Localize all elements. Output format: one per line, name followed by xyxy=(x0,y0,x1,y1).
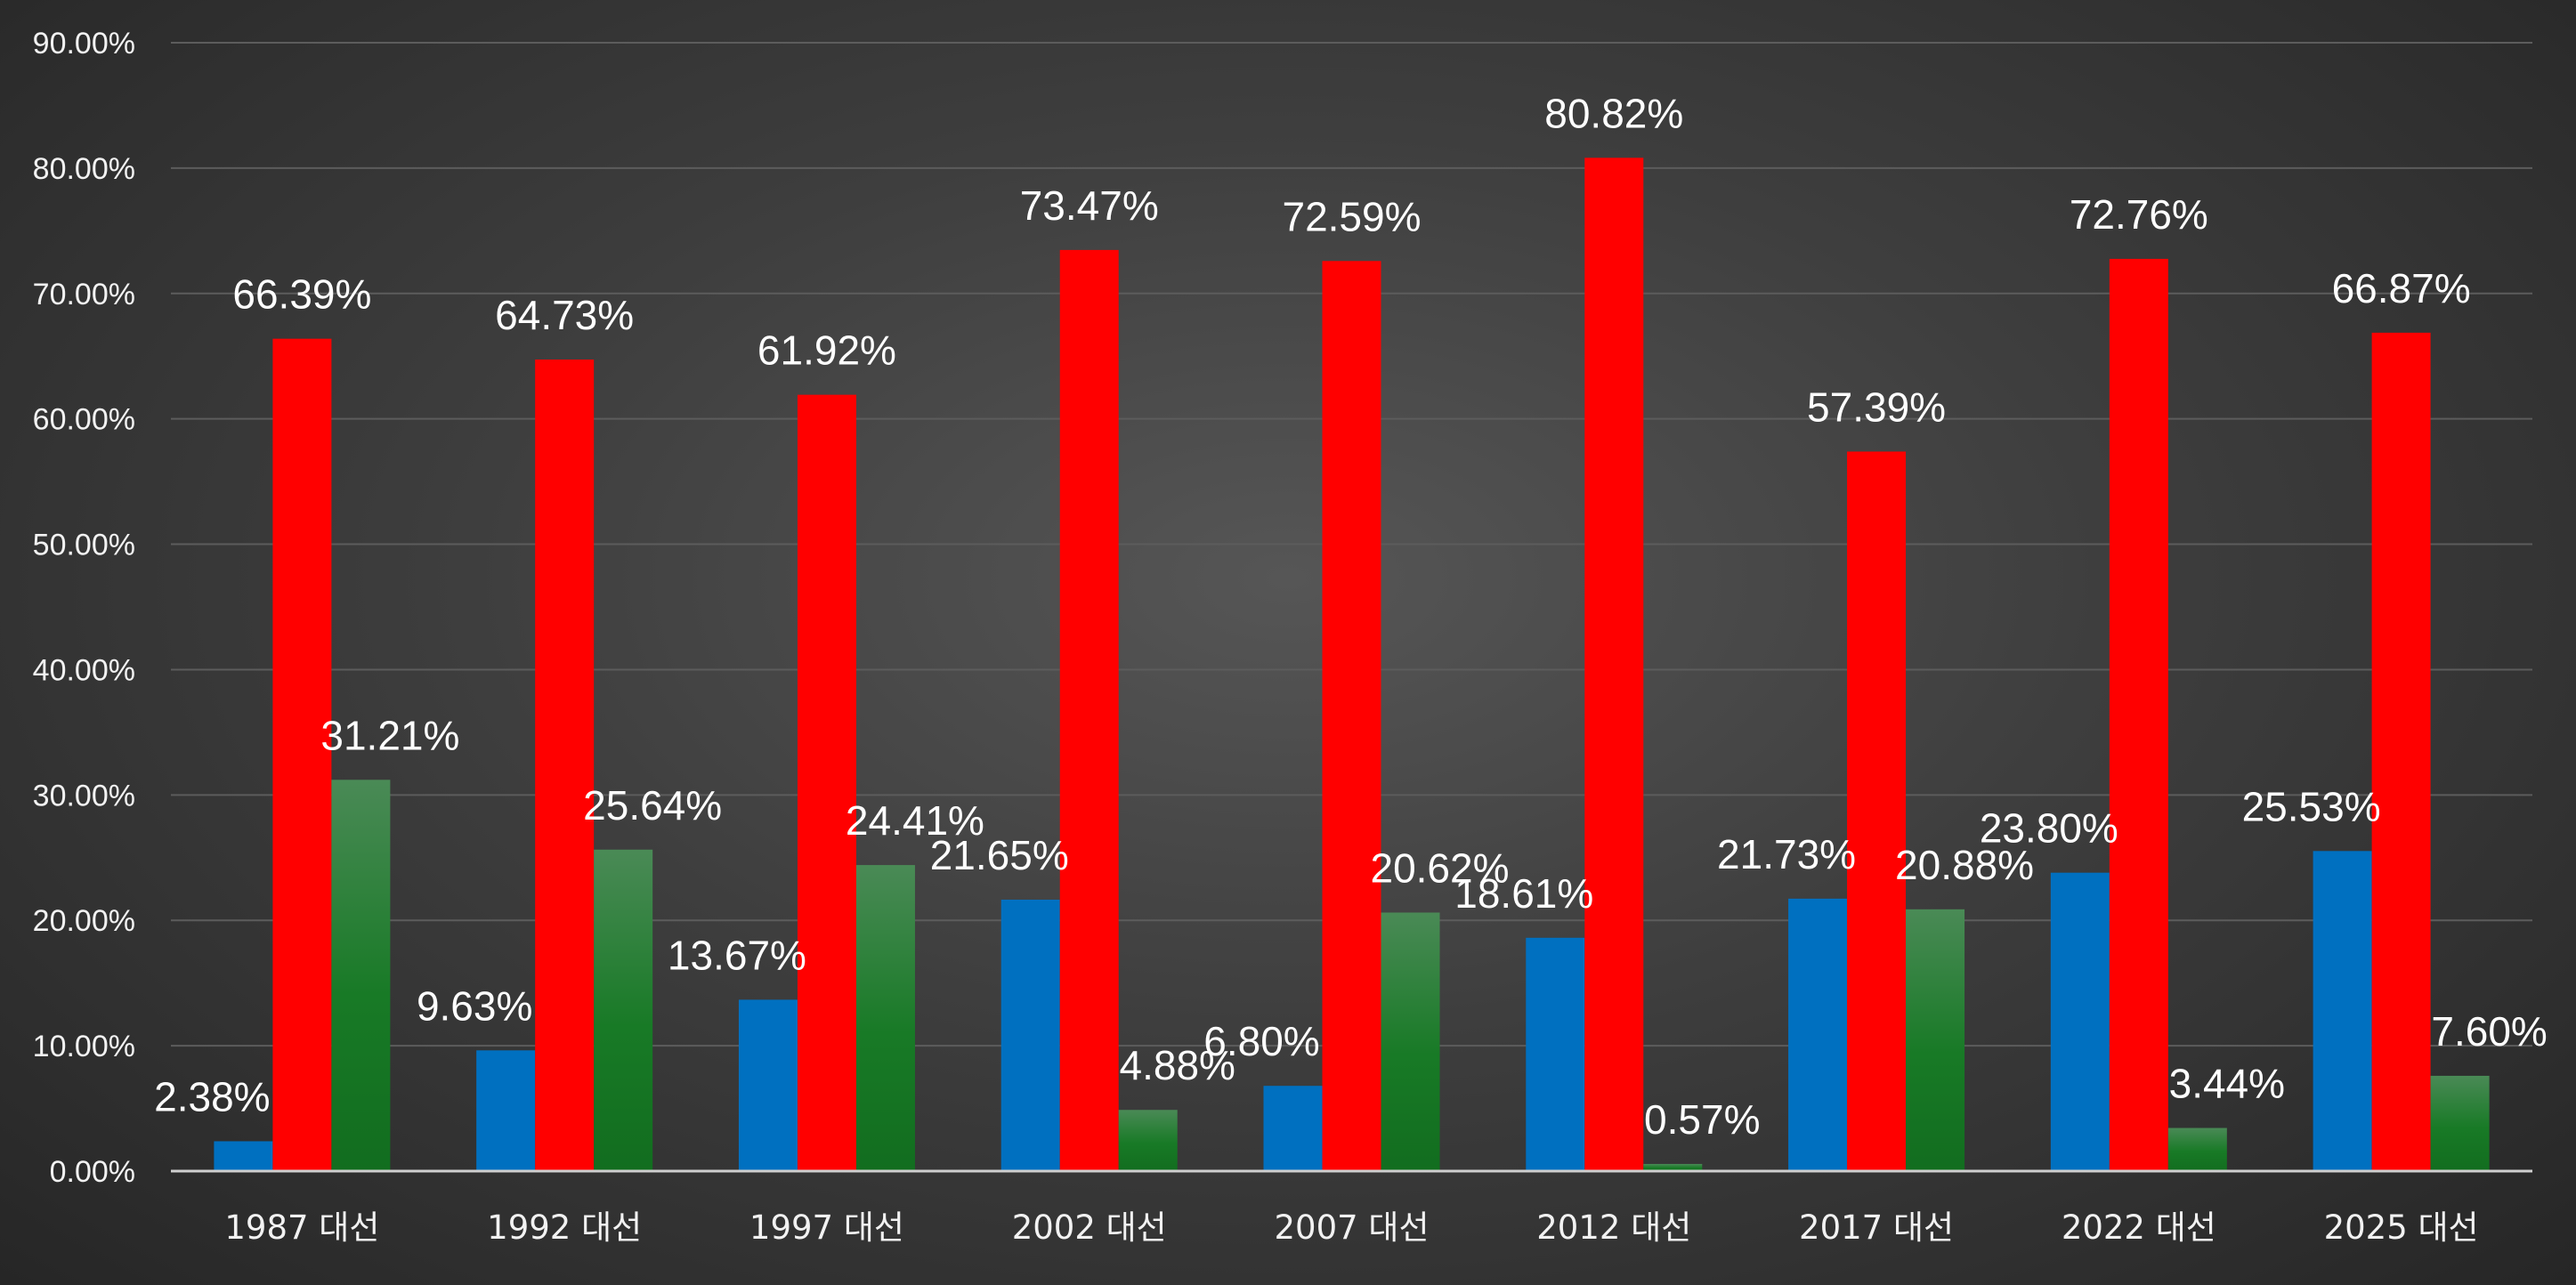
data-label: 18.61% xyxy=(1454,870,1593,917)
bar xyxy=(272,338,332,1171)
bar xyxy=(1847,451,1907,1171)
data-label: 72.59% xyxy=(1282,193,1421,239)
bar xyxy=(1906,909,1965,1171)
data-label: 20.88% xyxy=(1895,842,2034,888)
y-tick-label: 90.00% xyxy=(33,27,135,61)
bar xyxy=(1381,912,1440,1171)
bar xyxy=(797,394,856,1172)
data-label: 2.38% xyxy=(154,1073,270,1119)
bar xyxy=(331,780,391,1171)
bar xyxy=(2167,1127,2227,1171)
bar xyxy=(1322,261,1381,1171)
bar xyxy=(1263,1086,1323,1171)
data-label: 25.64% xyxy=(583,782,722,828)
bar xyxy=(214,1141,273,1171)
data-label: 6.80% xyxy=(1203,1018,1319,1064)
y-tick-label: 40.00% xyxy=(33,653,135,687)
x-tick-label: 2012 대선 xyxy=(1536,1208,1691,1247)
y-tick-label: 30.00% xyxy=(33,779,135,812)
bar xyxy=(1788,898,1848,1171)
bar xyxy=(1000,899,1060,1171)
y-tick-label: 20.00% xyxy=(33,904,135,938)
x-tick-label: 1997 대선 xyxy=(749,1208,904,1247)
bar xyxy=(1118,1110,1178,1171)
bar xyxy=(2050,872,2110,1171)
data-label: 0.57% xyxy=(1644,1096,1760,1143)
data-label: 9.63% xyxy=(417,982,532,1029)
data-label: 57.39% xyxy=(1807,384,1946,430)
data-label: 7.60% xyxy=(2431,1008,2547,1055)
bar xyxy=(2313,851,2372,1171)
bar xyxy=(2430,1075,2490,1171)
x-tick-label: 2007 대선 xyxy=(1274,1208,1429,1247)
bar xyxy=(855,865,915,1171)
data-label: 23.80% xyxy=(1980,805,2118,852)
y-tick-label: 0.00% xyxy=(50,1155,135,1189)
data-labels: 2.38% 66.39% 31.21% 9.63% 64.73% 25.64% 13.67%… xyxy=(154,90,2548,1143)
x-axis-labels: 1987 대선 1992 대선 1997 대선 2002 대선 2007 대선 2012 … xyxy=(224,1208,2478,1247)
data-label: 21.73% xyxy=(1717,831,1856,877)
bar xyxy=(1526,937,1585,1171)
bar xyxy=(2371,332,2431,1172)
data-label: 72.76% xyxy=(2070,191,2208,238)
data-label: 24.41% xyxy=(846,797,984,844)
y-tick-label: 80.00% xyxy=(33,152,135,186)
data-label: 66.87% xyxy=(2332,265,2471,311)
y-axis-ticks: 0.00% 10.00% 20.00% 30.00% 40.00% 50.00% 60.00… xyxy=(33,27,135,1189)
bar xyxy=(1059,249,1119,1171)
bars xyxy=(214,158,2490,1172)
data-label: 20.62% xyxy=(1370,845,1509,891)
data-label: 66.39% xyxy=(232,271,371,318)
data-label: 4.88% xyxy=(1120,1042,1235,1088)
bar xyxy=(1584,158,1644,1172)
data-label: 21.65% xyxy=(930,832,1069,878)
x-tick-label: 1992 대선 xyxy=(487,1208,642,1247)
bar xyxy=(1643,1163,1703,1171)
bar xyxy=(535,360,595,1171)
y-tick-label: 60.00% xyxy=(33,403,135,437)
y-tick-label: 70.00% xyxy=(33,278,135,311)
data-label: 13.67% xyxy=(668,932,806,978)
x-tick-label: 2025 대선 xyxy=(2324,1208,2479,1247)
data-label: 31.21% xyxy=(320,712,459,758)
y-tick-label: 10.00% xyxy=(33,1030,135,1063)
x-tick-label: 1987 대선 xyxy=(224,1208,379,1247)
bar xyxy=(594,849,653,1171)
x-tick-label: 2022 대선 xyxy=(2062,1208,2216,1247)
data-label: 73.47% xyxy=(1020,182,1159,229)
data-label: 61.92% xyxy=(757,327,896,374)
data-label: 25.53% xyxy=(2242,783,2381,829)
x-tick-label: 2002 대선 xyxy=(1012,1208,1167,1247)
data-label: 3.44% xyxy=(2169,1061,2285,1107)
bar xyxy=(2109,258,2168,1171)
x-tick-label: 2017 대선 xyxy=(1799,1208,1954,1247)
data-label: 80.82% xyxy=(1544,90,1683,136)
bar xyxy=(738,999,798,1171)
y-tick-label: 50.00% xyxy=(33,529,135,562)
bar xyxy=(476,1050,536,1171)
data-label: 64.73% xyxy=(495,292,634,338)
